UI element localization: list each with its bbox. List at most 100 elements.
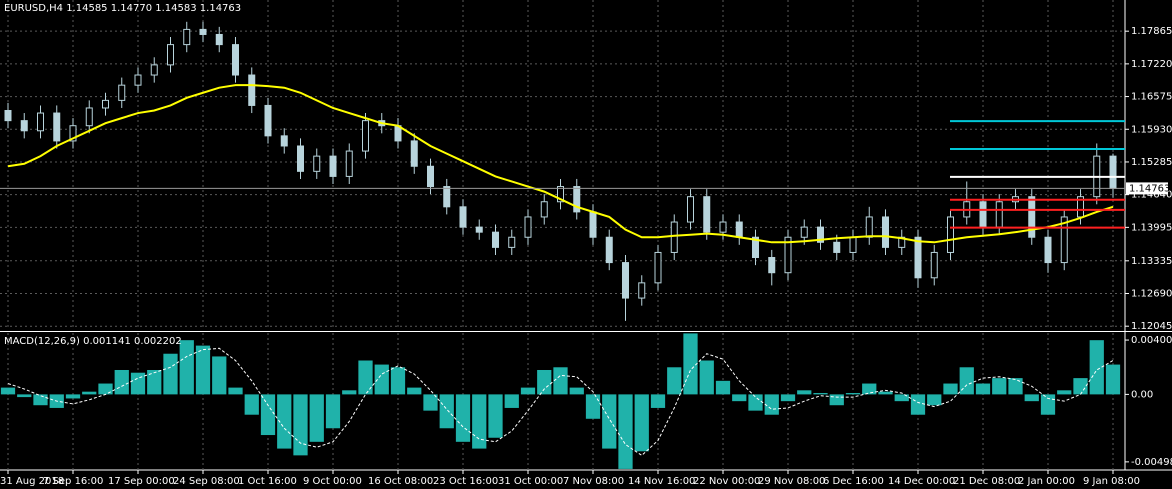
- signal-line: [7, 347, 1114, 456]
- macd-bar: [520, 387, 536, 395]
- y2-tick-label: -0.00498: [1131, 457, 1172, 468]
- y-tick-label: 1.13335: [1131, 256, 1172, 267]
- candle-body: [1028, 196, 1036, 238]
- candle-body: [1060, 216, 1068, 264]
- candle-body: [687, 196, 694, 223]
- x-tick-label: 6 Dec 16:00: [823, 476, 884, 487]
- macd-bar: [472, 394, 487, 449]
- y-tick-label: 1.12690: [1131, 289, 1172, 300]
- macd-bar: [147, 369, 162, 395]
- macd-bar: [277, 394, 292, 449]
- macd-bar: [894, 394, 909, 402]
- candle-body: [979, 201, 987, 228]
- y2-tick-label: 0.004009: [1131, 335, 1172, 346]
- candle-body: [410, 140, 418, 167]
- candle-body: [1044, 236, 1052, 264]
- candle-body: [930, 251, 938, 279]
- x-tick-label: 2 Jan 00:00: [1018, 476, 1075, 487]
- macd-bar: [98, 383, 113, 395]
- candle-body: [69, 125, 77, 142]
- macd-bar: [130, 372, 146, 395]
- candle-body: [703, 196, 711, 233]
- macd-bar: [423, 394, 438, 411]
- candle-body: [118, 84, 126, 101]
- candle-body: [540, 201, 548, 218]
- candle-body: [622, 262, 629, 299]
- candle-body: [4, 110, 12, 122]
- y-tick-label: 1.17220: [1131, 59, 1172, 70]
- candle-body: [947, 216, 954, 253]
- macd-bar: [569, 387, 584, 395]
- x-tick-label: 24 Sep 08:00: [173, 476, 240, 487]
- macd-bar: [1008, 378, 1023, 395]
- macd-bar: [699, 360, 714, 395]
- macd-bar: [585, 394, 601, 419]
- macd-bar: [17, 394, 32, 398]
- candle-body: [914, 236, 922, 279]
- candle-body: [134, 74, 142, 86]
- macd-bar: [65, 394, 81, 399]
- x-tick-label: 23 Oct 16:00: [433, 476, 498, 487]
- x-tick-label: 7 Nov 08:00: [563, 476, 624, 487]
- candle-body: [638, 282, 646, 299]
- macd-bar: [439, 394, 454, 429]
- macd-bar: [618, 394, 633, 469]
- macd-bar: [650, 394, 666, 408]
- macd-bar: [927, 394, 942, 406]
- macd-bar: [325, 394, 341, 429]
- macd-bar: [845, 393, 861, 395]
- candle-body: [345, 150, 353, 177]
- candle-body: [849, 236, 857, 253]
- macd-bar: [797, 390, 812, 395]
- x-tick-label: 31 Oct 00:00: [498, 476, 563, 487]
- macd-bar: [390, 367, 406, 395]
- candle-body: [427, 165, 434, 188]
- y-tick-label: 1.15285: [1131, 157, 1172, 168]
- candle-body: [735, 221, 743, 238]
- candle-body: [508, 236, 516, 248]
- candle-body: [768, 257, 776, 274]
- candle-body: [167, 44, 174, 66]
- macd-bar: [715, 380, 731, 395]
- candle-body: [865, 216, 873, 238]
- candle-body: [248, 74, 256, 106]
- macd-bar: [992, 378, 1007, 395]
- y-tick-label: 1.13995: [1131, 222, 1172, 233]
- macd-bar: [504, 394, 519, 408]
- chart-title: EURUSD,H4 1.14585 1.14770 1.14583 1.1476…: [4, 3, 241, 14]
- macd-bar: [1057, 390, 1072, 395]
- candle-body: [459, 206, 467, 228]
- macd-bar: [488, 394, 503, 438]
- macd-bar: [634, 394, 649, 452]
- candle-body: [605, 236, 613, 264]
- candle-body: [524, 216, 532, 238]
- candle-body: [1109, 155, 1117, 189]
- x-tick-label: 14 Nov 16:00: [628, 476, 695, 487]
- macd-bar: [309, 394, 324, 442]
- x-tick-label: 29 Nov 08:00: [758, 476, 825, 487]
- candle-body: [443, 186, 451, 208]
- candle-body: [37, 112, 44, 132]
- macd-bar: [910, 394, 926, 415]
- candle-body: [670, 221, 678, 253]
- candle-body: [573, 186, 581, 213]
- y2-tick-label: 0.00: [1131, 389, 1153, 400]
- macd-bar: [1073, 378, 1088, 395]
- moving-average: [7, 84, 1114, 244]
- price-box: [1126, 182, 1168, 195]
- candle-body: [264, 104, 272, 137]
- indicator-title: MACD(12,26,9) 0.001141 0.002202: [4, 336, 182, 347]
- candle-body: [557, 186, 564, 203]
- macd-bar: [553, 367, 568, 395]
- candle-body: [102, 99, 109, 109]
- x-tick-label: 1 Oct 16:00: [238, 476, 297, 487]
- macd-bar: [1105, 364, 1121, 395]
- macd-bar: [537, 369, 552, 395]
- macd-bar: [1089, 340, 1104, 395]
- candle-body: [280, 135, 288, 147]
- macd-bar: [732, 394, 747, 402]
- candle-body: [20, 120, 28, 132]
- candle-body: [800, 226, 808, 238]
- x-tick-label: 22 Nov 00:00: [693, 476, 760, 487]
- candle-body: [53, 112, 61, 142]
